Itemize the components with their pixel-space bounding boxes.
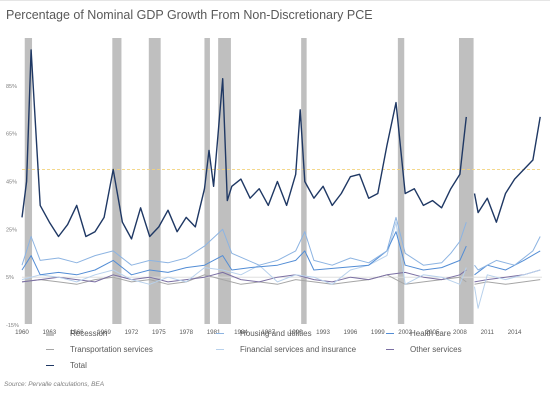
- recession-bar-3: [204, 38, 210, 324]
- x-tick-label: 1966: [70, 329, 84, 336]
- chart-title: Percentage of Nominal GDP Growth From No…: [6, 8, 373, 22]
- y-tick-label: 85%: [6, 84, 17, 90]
- x-tick-label: 1981: [207, 329, 221, 336]
- recession-bar-4: [218, 38, 231, 324]
- source-note: Source: Pervalle calculations, BEA: [4, 381, 105, 388]
- y-tick-label: 25%: [6, 227, 17, 233]
- series-line-housing: [21, 216, 541, 271]
- x-tick-label: 2014: [508, 329, 522, 336]
- x-tick-label: 1969: [97, 329, 111, 336]
- legend-label: Health care: [410, 329, 451, 338]
- legend-item-total: Total: [46, 361, 87, 370]
- x-tick-label: 1984: [234, 329, 248, 336]
- x-tick-label: 2011: [481, 329, 495, 336]
- legend-label: Other services: [410, 345, 462, 354]
- recession-bar-1: [112, 38, 122, 324]
- series-line-total: [21, 49, 541, 240]
- series-line-health: [21, 231, 541, 276]
- recession-bar-0: [24, 38, 33, 324]
- recession-bar-5: [301, 38, 307, 324]
- legend-swatch: [46, 349, 54, 350]
- legend-item-financial: Financial services and insurance: [216, 345, 356, 354]
- recession-bar-6: [397, 38, 405, 324]
- x-tick-label: 2002: [398, 329, 412, 336]
- x-tick-label: 1978: [179, 329, 193, 336]
- legend-item-other: Other services: [386, 345, 462, 354]
- x-tick-label: 1990: [289, 329, 303, 336]
- legend-swatch: [386, 349, 394, 350]
- x-tick-label: 1975: [152, 329, 166, 336]
- legend-label: Total: [70, 361, 87, 370]
- x-tick-label: 2005: [426, 329, 440, 336]
- top-divider: [0, 0, 550, 1]
- y-tick-label: -15%: [6, 323, 19, 329]
- legend-swatch: [386, 333, 394, 334]
- x-tick-label: 1972: [125, 329, 139, 336]
- legend-item-recession: Recession: [46, 329, 107, 338]
- recession-bar-2: [148, 38, 161, 324]
- y-tick-label: 5%: [6, 275, 14, 281]
- legend-item-housing: Housing and utilities: [216, 329, 312, 338]
- recession-bar-7: [458, 38, 474, 324]
- legend-label: Financial services and insurance: [240, 345, 357, 354]
- legend-label: Transportation services: [70, 345, 153, 354]
- legend-label: Housing and utilities: [240, 329, 312, 338]
- x-tick-label: 1996: [344, 329, 358, 336]
- x-tick-label: 1999: [371, 329, 385, 336]
- x-tick-label: 1993: [316, 329, 330, 336]
- legend-swatch: [216, 333, 224, 334]
- legend-item-transport: Transportation services: [46, 345, 153, 354]
- x-tick-label: 1987: [261, 329, 275, 336]
- legend-swatch: [216, 349, 224, 350]
- legend-item-health: Health care: [386, 329, 451, 338]
- series-line-transport: [21, 274, 541, 285]
- legend-swatch: [46, 364, 54, 367]
- legend-label: Recession: [70, 329, 108, 338]
- y-tick-label: 65%: [6, 132, 17, 138]
- x-tick-label: 2008: [453, 329, 467, 336]
- y-tick-label: 45%: [6, 180, 17, 186]
- legend-swatch: [46, 331, 54, 336]
- x-tick-label: 1960: [15, 329, 29, 336]
